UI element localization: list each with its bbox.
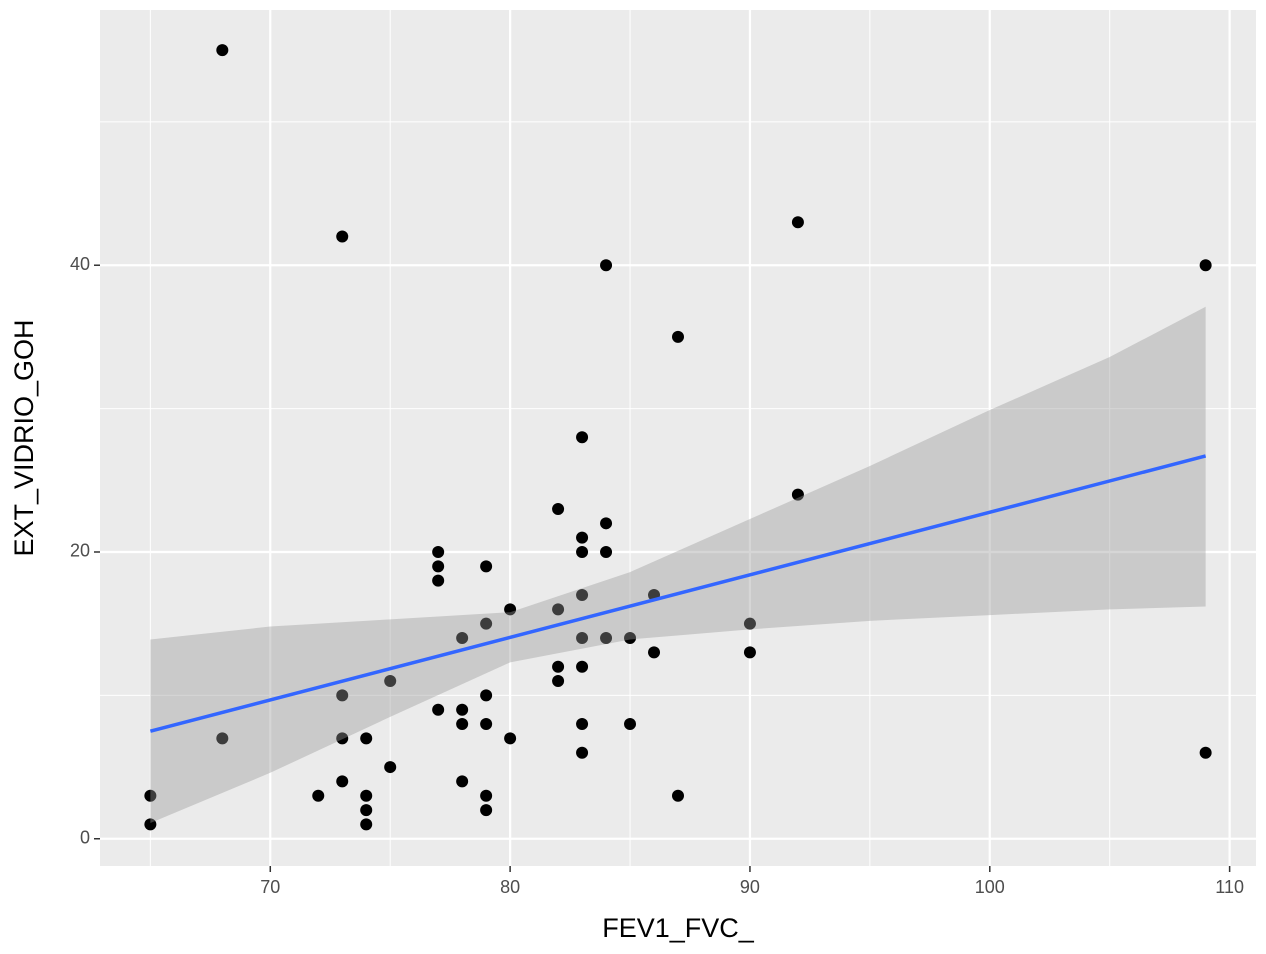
fit-line	[149, 454, 1207, 733]
point	[336, 230, 349, 243]
point	[456, 632, 469, 645]
panel	[100, 10, 1256, 866]
x-tick-label: 110	[1215, 877, 1244, 897]
x-tick-label: 100	[975, 877, 1005, 897]
point	[648, 646, 661, 659]
point	[432, 560, 445, 573]
point	[144, 789, 157, 802]
point	[216, 732, 229, 745]
point	[743, 646, 756, 659]
y-tick-label: 20	[70, 541, 90, 561]
y-axis-title: EXT_VIDRIO_GOH	[9, 319, 39, 556]
point	[480, 718, 493, 731]
confidence-band	[150, 306, 1206, 823]
point	[384, 675, 397, 688]
point	[480, 560, 493, 573]
point	[312, 789, 325, 802]
point	[552, 603, 565, 616]
point	[600, 259, 613, 272]
point	[480, 789, 493, 802]
point	[456, 775, 469, 788]
point	[504, 732, 517, 745]
point	[600, 632, 613, 645]
point	[480, 689, 493, 702]
point	[216, 44, 229, 57]
point	[576, 589, 589, 602]
point	[1199, 746, 1212, 759]
point	[576, 632, 589, 645]
point	[672, 789, 684, 802]
point	[480, 617, 493, 630]
point	[600, 517, 613, 530]
point	[360, 732, 373, 745]
point	[456, 703, 469, 716]
point	[576, 545, 589, 558]
point	[600, 545, 613, 558]
point	[432, 545, 445, 558]
point	[1199, 259, 1212, 272]
point	[336, 732, 349, 745]
point	[552, 660, 565, 673]
point	[384, 761, 397, 774]
point	[743, 617, 756, 630]
point	[432, 574, 445, 587]
point	[624, 632, 637, 645]
point	[360, 789, 373, 802]
point	[624, 718, 637, 731]
x-tick-label: 70	[260, 877, 280, 897]
point	[576, 746, 589, 759]
point	[336, 689, 349, 702]
point	[552, 502, 565, 515]
point	[576, 431, 589, 444]
point	[552, 675, 565, 688]
point	[576, 660, 589, 673]
x-tick-label: 90	[740, 877, 760, 897]
x-tick-label: 80	[500, 877, 520, 897]
point	[456, 718, 469, 731]
point	[576, 718, 589, 731]
y-tick-label: 40	[70, 254, 90, 274]
point	[360, 804, 373, 817]
point	[432, 703, 445, 716]
point	[672, 330, 684, 343]
point	[504, 603, 517, 616]
point	[480, 804, 493, 817]
point	[336, 775, 349, 788]
point	[791, 216, 804, 229]
point	[144, 818, 157, 831]
point	[576, 531, 589, 544]
x-axis-title: FEV1_FVC_	[602, 913, 755, 943]
point	[791, 488, 804, 501]
point	[360, 818, 373, 831]
y-tick-label: 0	[80, 828, 90, 848]
